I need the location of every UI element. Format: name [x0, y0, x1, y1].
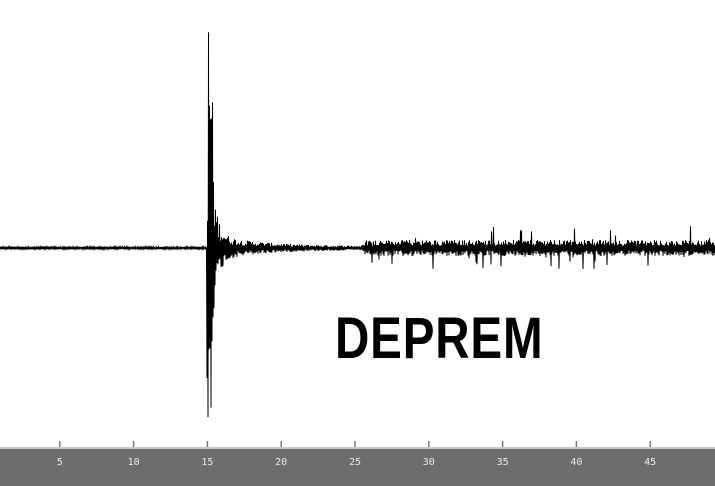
x-axis-ticks: [59, 441, 651, 447]
x-tick-label: 40: [570, 457, 583, 468]
x-tick-label: 25: [348, 457, 362, 468]
x-tick-label: 30: [422, 457, 435, 468]
chart-title: DEPREM: [335, 306, 544, 371]
x-tick-label: 20: [275, 457, 288, 468]
x-tick-label: 5: [56, 457, 63, 468]
x-tick-label: 15: [201, 457, 214, 468]
x-axis-bar: [0, 447, 715, 486]
x-tick-label: 10: [127, 457, 140, 468]
seismic-trace: [0, 32, 715, 418]
x-tick-label: 45: [644, 457, 657, 468]
x-tick-label: 35: [496, 457, 509, 468]
